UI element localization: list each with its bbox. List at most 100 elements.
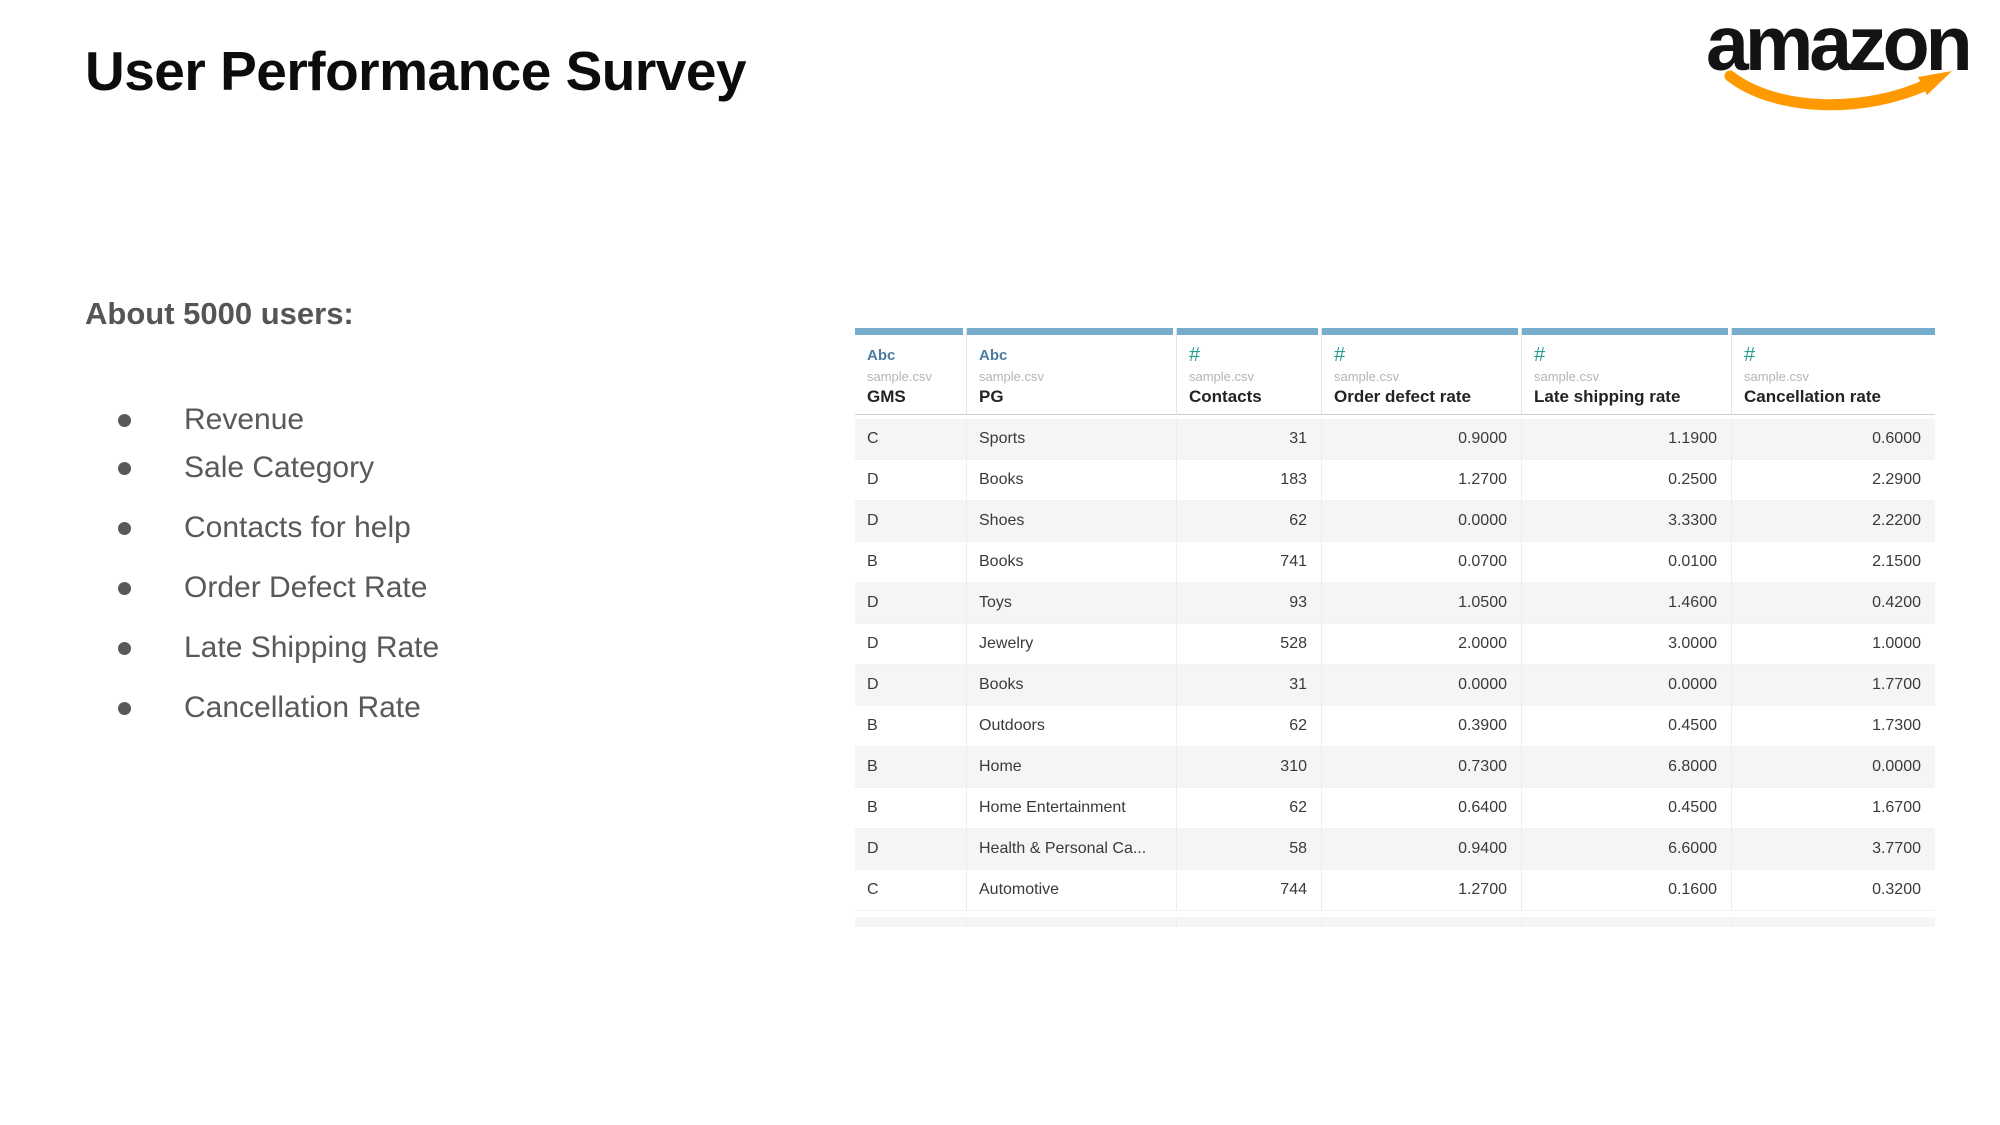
table-partial-row-cell [1732,917,1935,927]
column-source: sample.csv [1334,369,1400,384]
table-cell: Books [967,460,1177,501]
table-cell: 2.0000 [1322,624,1522,665]
header-gap [855,415,1935,419]
table-cell: 0.0000 [1322,501,1522,542]
table-cell: D [855,583,967,624]
table-cell: 58 [1177,829,1322,870]
table-partial-row-cell [1322,917,1522,927]
table-cell: Sports [967,419,1177,460]
table-cell: 0.6000 [1732,419,1935,460]
table-cell: C [855,870,967,911]
table-cell: 0.0000 [1522,665,1732,706]
table-cell: 1.4600 [1522,583,1732,624]
table-cell: D [855,829,967,870]
table-cell: 744 [1177,870,1322,911]
bullet-list: Revenue Sale Category Contacts for help Ord… [85,400,439,748]
table-cell: Books [967,665,1177,706]
list-item: Cancellation Rate [85,688,439,728]
bullet-dot-icon [118,521,131,535]
amazon-logo-text: amazon [1706,1,1973,87]
column-source: sample.csv [979,369,1045,384]
table-cell: 0.0100 [1522,542,1732,583]
table-cell: 1.2700 [1322,460,1522,501]
table-header-cell: # sample.csv Late shipping rate [1522,328,1732,415]
table-cell: 0.4500 [1522,706,1732,747]
table-cell: 3.3300 [1522,501,1732,542]
table-cell: Toys [967,583,1177,624]
table-header-cell: Abc sample.csv PG [967,328,1177,415]
data-table: Abc sample.csv GMS Abc sample.csv PG # sample.c… [855,328,1935,927]
table-cell: 0.6400 [1322,788,1522,829]
table-cell: 1.1900 [1522,419,1732,460]
table-cell: 6.8000 [1522,747,1732,788]
table-header-cell: # sample.csv Order defect rate [1322,328,1522,415]
table-cell: 62 [1177,706,1322,747]
table-cell: 0.4500 [1522,788,1732,829]
bullet-dot-icon [118,413,131,427]
table-cell: 3.0000 [1522,624,1732,665]
table-cell: B [855,747,967,788]
table-cell: D [855,460,967,501]
table-cell: 741 [1177,542,1322,583]
column-type-icon: # [1534,344,1546,366]
bullet-dot-icon [118,581,131,595]
column-type-icon: # [1744,344,1756,366]
table-cell: 1.7700 [1732,665,1935,706]
table-cell: 2.1500 [1732,542,1935,583]
column-name: PG [979,387,1004,406]
table-cell: B [855,788,967,829]
table-cell: 310 [1177,747,1322,788]
column-source: sample.csv [867,369,933,384]
column-name: Order defect rate [1334,387,1471,406]
bullet-dot-icon [118,641,131,655]
table-cell: Books [967,542,1177,583]
table-cell: 31 [1177,419,1322,460]
table-cell: Home Entertainment [967,788,1177,829]
table-cell: 62 [1177,501,1322,542]
table-cell: 3.7700 [1732,829,1935,870]
table-cell: Outdoors [967,706,1177,747]
bullet-label: Revenue [184,403,305,436]
column-type-icon: Abc [979,347,1008,364]
bullet-label: Late Shipping Rate [184,631,440,664]
table-cell: 0.2500 [1522,460,1732,501]
bullet-dot-icon [118,461,131,475]
table-cell: D [855,501,967,542]
data-table-grid: Abc sample.csv GMS Abc sample.csv PG # sample.c… [855,328,1935,927]
list-item: Late Shipping Rate [85,628,439,668]
bullet-label: Cancellation Rate [184,691,421,724]
list-item: Revenue [85,400,439,440]
table-cell: Health & Personal Ca... [967,829,1177,870]
table-cell: 0.9400 [1322,829,1522,870]
list-item: Contacts for help [85,508,439,548]
table-partial-row-cell [967,917,1177,927]
list-item: Order Defect Rate [85,568,439,608]
table-header-cell: # sample.csv Cancellation rate [1732,328,1935,415]
column-type-icon: Abc [867,347,896,364]
table-cell: 93 [1177,583,1322,624]
column-name: Contacts [1189,387,1262,406]
table-cell: Jewelry [967,624,1177,665]
column-source: sample.csv [1534,369,1600,384]
table-cell: D [855,665,967,706]
table-cell: 1.0000 [1732,624,1935,665]
table-cell: 0.7300 [1322,747,1522,788]
bullet-dot-icon [118,701,131,715]
table-header-cell: # sample.csv Contacts [1177,328,1322,415]
table-cell: 0.4200 [1732,583,1935,624]
list-item: Sale Category [85,448,439,488]
table-cell: D [855,624,967,665]
table-partial-row-cell [1522,917,1732,927]
table-header-cell: Abc sample.csv GMS [855,328,967,415]
table-cell: 1.6700 [1732,788,1935,829]
table-cell: 0.3900 [1322,706,1522,747]
table-cell: 31 [1177,665,1322,706]
subtitle: About 5000 users: [85,296,354,331]
column-name: Cancellation rate [1744,387,1881,406]
bullet-label: Order Defect Rate [184,571,428,604]
table-cell: 1.7300 [1732,706,1935,747]
table-cell: 6.6000 [1522,829,1732,870]
table-cell: Home [967,747,1177,788]
table-cell: B [855,706,967,747]
amazon-logo: amazon [1706,6,1976,118]
